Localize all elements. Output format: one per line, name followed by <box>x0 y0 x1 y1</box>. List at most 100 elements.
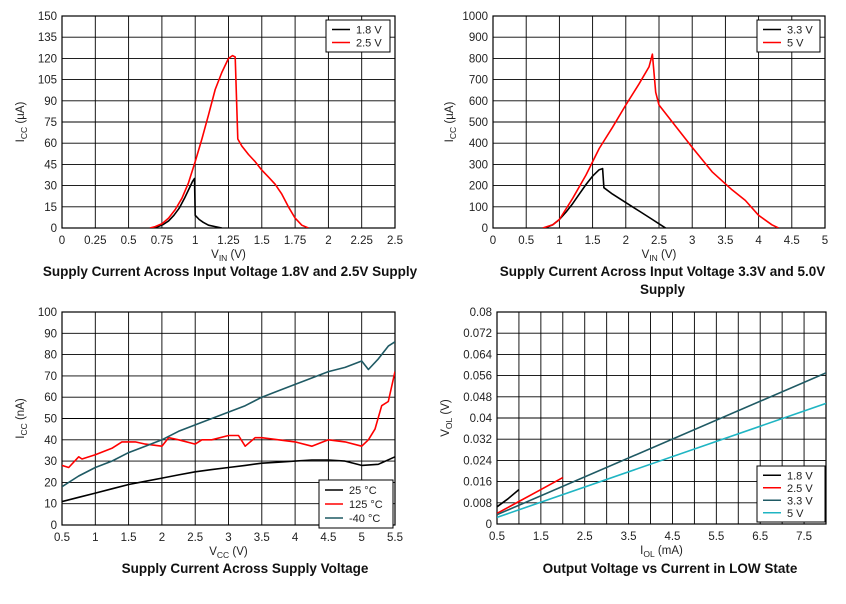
chart-1: 0 0.25 0.5 0.75 1 1.25 1.5 1.75 2 2.25 2.5 0 15 30 45 6… <box>15 11 403 263</box>
x-tick-label: 1.5 <box>585 235 601 247</box>
x-tick-label: 2 <box>325 235 331 247</box>
x-tick-label: 3.5 <box>254 532 270 544</box>
x-tick-label: 0.5 <box>489 531 505 543</box>
x-tick-label: 0.25 <box>84 235 106 247</box>
x-tick-label: 1 <box>556 235 562 247</box>
series-line--40-c <box>62 341 395 488</box>
x-tick-label: 2.5 <box>651 235 667 247</box>
y-tick-label: 100 <box>38 307 57 319</box>
y-axis-label: ICC (µA) <box>15 102 29 143</box>
y-tick-label: 135 <box>38 32 57 44</box>
legend-label: 125 °C <box>349 499 383 511</box>
y-tick-label: 15 <box>44 202 57 214</box>
y-tick-label: 800 <box>469 53 488 65</box>
y-tick-label: 0.04 <box>470 413 493 425</box>
y-tick-label: 80 <box>44 350 57 362</box>
y-tick-label: 0.016 <box>463 477 492 489</box>
series-line-125-c <box>62 371 395 469</box>
series-line-5-v <box>542 53 779 228</box>
y-tick-label: 90 <box>44 328 57 340</box>
y-tick-label: 0 <box>51 223 57 235</box>
y-tick-label: 300 <box>469 159 488 171</box>
y-tick-label: 50 <box>44 414 57 426</box>
x-axis-label: VCC (V) <box>209 546 248 560</box>
legend-label: 5 V <box>787 38 804 50</box>
y-tick-label: 105 <box>38 75 57 87</box>
plot-frame <box>496 311 827 525</box>
y-tick-label: 20 <box>44 477 57 489</box>
y-tick-label: 500 <box>469 117 488 129</box>
y-tick-label: 60 <box>44 392 57 404</box>
y-tick-label: 0.056 <box>463 371 492 383</box>
chart-title-3: Supply Current Across Supply Voltage <box>121 561 369 576</box>
legend: 25 °C 125 °C -40 °C <box>318 479 394 529</box>
x-tick-label: 0.75 <box>151 235 173 247</box>
x-tick-label: 1.5 <box>254 235 270 247</box>
x-tick-label: 2.5 <box>187 532 203 544</box>
x-tick-label: 7.5 <box>796 531 812 543</box>
x-tick-label: 4 <box>292 532 299 544</box>
chart-title-4: Output Voltage vs Current in LOW State <box>542 561 798 576</box>
chart-2: 0 0.5 1 1.5 2 2.5 3 3.5 4 4.5 5 0 100 200 300 400 500 600… <box>444 11 828 263</box>
x-tick-label: 5.5 <box>387 532 403 544</box>
legend-label: 2.5 V <box>356 38 382 50</box>
y-tick-label: 75 <box>44 117 57 129</box>
y-tick-label: 100 <box>469 202 488 214</box>
y-tick-label: 600 <box>469 96 488 108</box>
x-tick-label: 2.5 <box>577 531 593 543</box>
y-axis-label: ICC (nA) <box>15 398 29 439</box>
x-tick-label: 5 <box>358 532 364 544</box>
x-tick-label: 2 <box>159 532 165 544</box>
y-tick-label: 90 <box>44 96 57 108</box>
y-tick-label: 0.032 <box>463 434 492 446</box>
x-tick-label: 1 <box>92 532 98 544</box>
x-tick-label: 5.5 <box>708 531 724 543</box>
x-tick-label: 4 <box>755 235 762 247</box>
series-line-25-c <box>62 456 395 503</box>
y-tick-label: 900 <box>469 32 488 44</box>
y-axis-label: VOL (V) <box>440 399 454 437</box>
chart-4: 0.5 1.5 2.5 3.5 4.5 5.5 6.5 7.5 0 0.008 0.016 0.024… <box>440 307 827 559</box>
x-tick-label: 0.5 <box>121 235 137 247</box>
x-tick-label: 3.5 <box>621 531 637 543</box>
x-tick-label: 1 <box>192 235 198 247</box>
y-tick-label: 0.024 <box>463 455 492 467</box>
y-tick-label: 120 <box>38 53 57 65</box>
x-tick-label: 1.5 <box>121 532 137 544</box>
x-tick-label: 0 <box>59 235 65 247</box>
legend-label: 5 V <box>787 508 804 520</box>
series-line-3-3-v <box>497 372 826 516</box>
y-tick-label: 400 <box>469 138 488 150</box>
legend-label: 3.3 V <box>787 495 813 507</box>
y-tick-label: 0 <box>482 223 488 235</box>
x-tick-label: 3 <box>225 532 231 544</box>
legend: 1.8 V2.5 V <box>325 19 391 53</box>
y-tick-label: 0 <box>486 519 492 531</box>
chart-title-1: Supply Current Across Input Voltage 1.8V… <box>42 264 418 279</box>
y-tick-label: 1000 <box>462 11 488 23</box>
x-tick-label: 6.5 <box>752 531 768 543</box>
y-tick-label: 30 <box>44 456 57 468</box>
x-tick-label: 5 <box>822 235 828 247</box>
y-tick-label: 10 <box>44 499 57 511</box>
x-axis-label: VIN (V) <box>211 249 246 263</box>
legend: 3.3 V5 V <box>756 19 821 53</box>
y-axis-label: ICC (µA) <box>444 102 458 143</box>
x-tick-label: 1.5 <box>533 531 549 543</box>
legend-label: 25 °C <box>349 485 377 497</box>
y-tick-label: 0.048 <box>463 392 492 404</box>
plot-frame <box>492 15 826 229</box>
y-tick-label: 0 <box>51 520 57 532</box>
chart-title-2: Supply Current Across Input Voltage 3.3V… <box>499 264 826 297</box>
chart-3: 0.5 1 1.5 2 2.5 3 3.5 4 4.5 5 5.5 0 10 20 30 40 50 60 70 80… <box>15 307 403 560</box>
x-axis-label: IOL (mA) <box>640 545 683 559</box>
y-tick-label: 200 <box>469 181 488 193</box>
legend-label: -40 °C <box>349 513 380 525</box>
legend: 1.8 V2.5 V3.3 V5 V <box>756 465 826 523</box>
x-tick-label: 3.5 <box>717 235 733 247</box>
x-tick-label: 4.5 <box>320 532 336 544</box>
plot-frame <box>61 311 396 526</box>
x-tick-label: 2 <box>623 235 629 247</box>
y-tick-label: 45 <box>44 159 57 171</box>
